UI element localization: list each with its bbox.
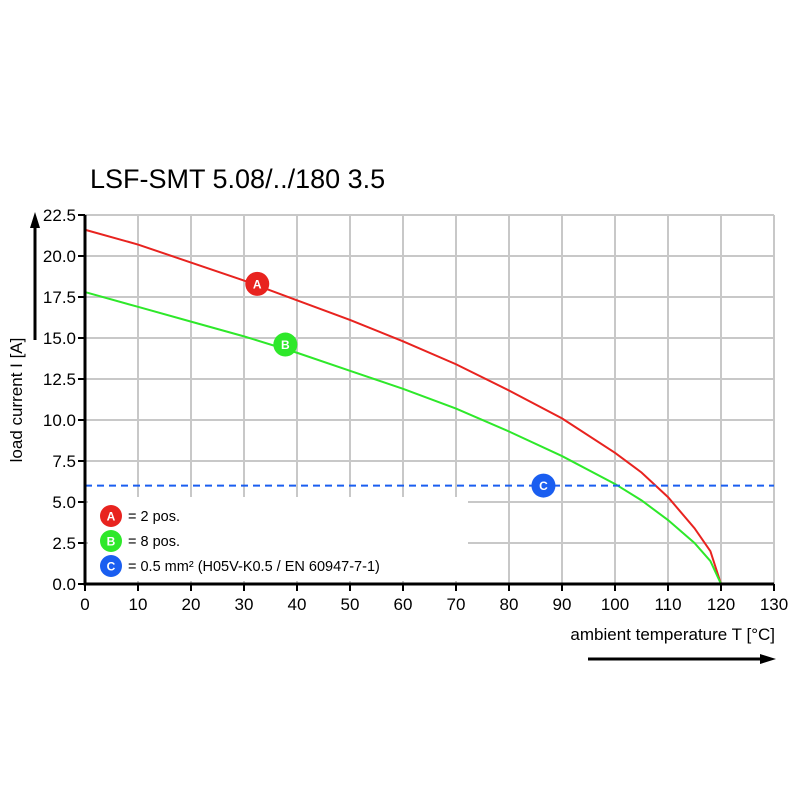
- x-tick-label: 90: [553, 595, 572, 614]
- legend-marker-label-b: B: [107, 535, 116, 549]
- y-tick-label: 20.0: [43, 247, 76, 266]
- legend-entry-a: = 2 pos.: [128, 509, 180, 525]
- legend-marker-label-a: A: [107, 510, 116, 524]
- legend-marker-label-c: C: [107, 560, 116, 574]
- x-axis-label: ambient temperature T [°C]: [570, 625, 775, 644]
- y-tick-label: 17.5: [43, 288, 76, 307]
- y-tick-label: 22.5: [43, 206, 76, 225]
- y-axis-label: load current I [A]: [7, 338, 26, 463]
- y-tick-label: 5.0: [52, 493, 76, 512]
- series-marker-label-c: C: [539, 479, 548, 493]
- legend-marker-a: [100, 505, 122, 527]
- series-marker-label-a: A: [253, 277, 262, 291]
- legend-background: [88, 497, 468, 581]
- x-tick-label: 0: [80, 595, 89, 614]
- legend-entry-b: = 8 pos.: [128, 534, 180, 550]
- x-tick-label: 110: [654, 595, 681, 614]
- y-tick-label: 10.0: [43, 411, 76, 430]
- series-marker-label-b: B: [281, 338, 290, 352]
- legend-marker-c: [100, 555, 122, 577]
- x-tick-label: 60: [394, 595, 413, 614]
- legend-marker-b: [100, 530, 122, 552]
- x-tick-label: 50: [341, 595, 360, 614]
- x-tick-label: 20: [182, 595, 201, 614]
- series-line-b: [84, 291, 722, 585]
- series-line-a: [84, 228, 722, 585]
- y-tick-label: 12.5: [43, 370, 76, 389]
- legend-entry-c: = 0.5 mm² (H05V-K0.5 / EN 60947-7-1): [128, 559, 380, 575]
- series-marker-c: [531, 473, 556, 498]
- x-tick-label: 70: [447, 595, 466, 614]
- x-tick-label: 120: [707, 595, 735, 614]
- y-tick-label: 2.5: [52, 534, 76, 553]
- x-tick-label: 130: [760, 595, 788, 614]
- x-tick-label: 100: [601, 595, 629, 614]
- x-tick-label: 80: [500, 595, 519, 614]
- chart-title: LSF-SMT 5.08/../180 3.5: [90, 164, 385, 194]
- y-tick-label: 0.0: [52, 575, 76, 594]
- series-marker-b: [273, 332, 298, 357]
- y-tick-label: 15.0: [43, 329, 76, 348]
- x-tick-label: 40: [288, 595, 307, 614]
- series-marker-a: [245, 271, 270, 296]
- x-axis-arrowhead: [760, 654, 776, 664]
- y-tick-label: 7.5: [52, 452, 76, 471]
- x-tick-label: 10: [129, 595, 148, 614]
- x-tick-label: 30: [235, 595, 254, 614]
- y-axis-arrowhead: [30, 212, 40, 228]
